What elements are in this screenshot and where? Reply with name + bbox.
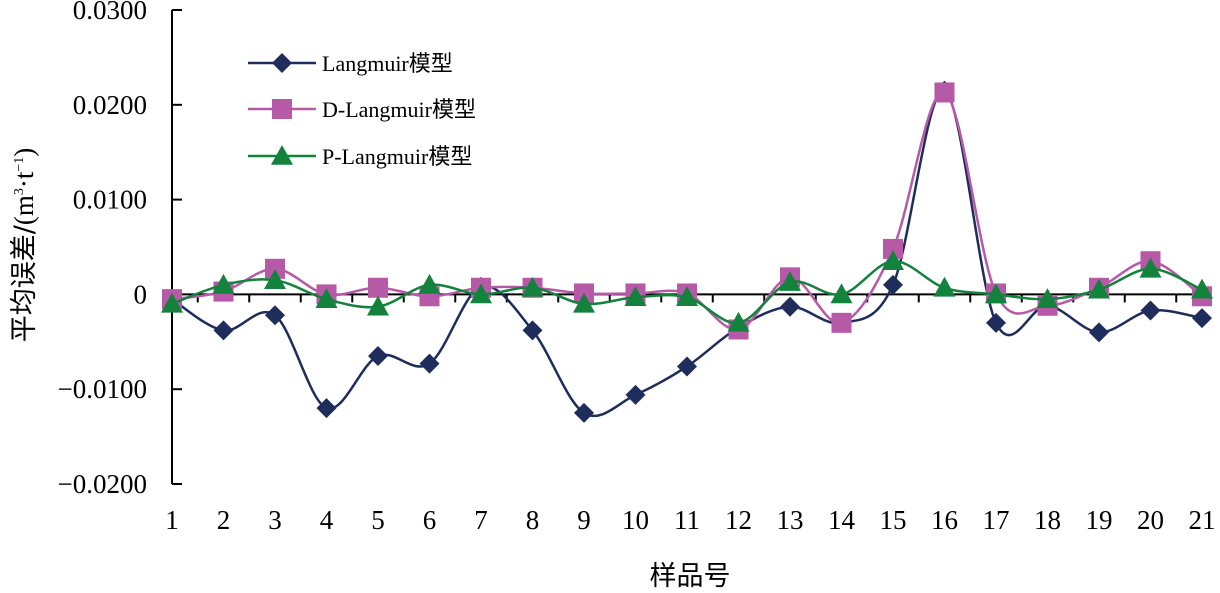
x-tick-label: 1 bbox=[165, 505, 179, 535]
x-tick-label: 20 bbox=[1137, 505, 1164, 535]
data-point bbox=[625, 384, 646, 405]
data-point bbox=[1139, 257, 1162, 278]
y-tick-label: −0.0100 bbox=[58, 374, 147, 404]
data-point bbox=[883, 238, 903, 259]
data-point bbox=[1036, 288, 1059, 308]
data-point bbox=[677, 356, 697, 377]
y-axis-unit-sup2: −1 bbox=[12, 157, 27, 172]
legend-item-3: P-Langmuir模型 bbox=[248, 144, 472, 169]
x-tick-label: 12 bbox=[725, 505, 752, 535]
data-point bbox=[265, 258, 285, 279]
legend-item-1: Langmuir模型 bbox=[248, 51, 453, 76]
svg-text:平均误差/(m3·t−1): 平均误差/(m3·t−1) bbox=[9, 148, 40, 343]
data-point bbox=[1088, 278, 1110, 299]
legend-label: P-Langmuir模型 bbox=[322, 144, 472, 169]
x-tick-label: 15 bbox=[880, 505, 907, 535]
data-point bbox=[574, 402, 594, 423]
data-point bbox=[522, 320, 543, 341]
data-point bbox=[265, 305, 285, 326]
y-axis-unit-open: (m bbox=[9, 195, 39, 225]
x-tick-label: 18 bbox=[1034, 505, 1061, 535]
data-point bbox=[985, 283, 1007, 304]
data-point bbox=[882, 250, 904, 271]
x-tick-label: 13 bbox=[777, 505, 804, 535]
data-point bbox=[368, 277, 388, 298]
data-point bbox=[779, 271, 801, 291]
data-point bbox=[418, 273, 441, 294]
x-tick-label: 5 bbox=[371, 505, 385, 535]
x-tick-label: 8 bbox=[526, 505, 540, 535]
y-tick-label: 0.0300 bbox=[73, 0, 147, 25]
series-layer bbox=[161, 80, 1213, 423]
legend-marker bbox=[271, 145, 293, 165]
legend-label: D-Langmuir模型 bbox=[322, 97, 476, 122]
data-point bbox=[316, 398, 337, 419]
data-point bbox=[933, 276, 956, 297]
legend-marker bbox=[272, 53, 292, 73]
x-tick-label: 9 bbox=[577, 505, 591, 535]
x-tick-label: 14 bbox=[828, 505, 856, 535]
data-point bbox=[986, 312, 1006, 333]
data-point bbox=[934, 82, 955, 103]
series-3 bbox=[161, 250, 1213, 332]
data-point bbox=[727, 311, 750, 332]
y-tick-label: 0.0200 bbox=[73, 90, 147, 120]
y-tick-label: −0.0200 bbox=[58, 469, 147, 499]
data-point bbox=[264, 269, 286, 289]
data-point bbox=[470, 283, 492, 304]
series-line bbox=[171, 89, 1203, 418]
data-point bbox=[1089, 322, 1109, 343]
data-point bbox=[1192, 308, 1212, 329]
data-point bbox=[830, 283, 853, 304]
legend-label: Langmuir模型 bbox=[322, 51, 453, 76]
x-tick-label: 2 bbox=[217, 505, 231, 535]
data-point bbox=[676, 286, 698, 307]
x-tick-label: 21 bbox=[1189, 505, 1216, 535]
x-tick-label: 7 bbox=[474, 505, 488, 535]
x-axis-title: 样品号 bbox=[650, 561, 731, 592]
legend-item-2: D-Langmuir模型 bbox=[248, 97, 476, 122]
x-tick-label: 3 bbox=[268, 505, 282, 535]
data-point bbox=[831, 312, 852, 333]
y-axis-unit-close: ) bbox=[9, 148, 39, 157]
y-axis-title-text: 平均误差/ bbox=[9, 224, 40, 342]
data-point bbox=[1191, 278, 1213, 299]
data-point bbox=[213, 320, 234, 341]
data-point bbox=[161, 292, 183, 313]
x-tick-label: 19 bbox=[1086, 505, 1113, 535]
y-tick-label: 0.0100 bbox=[73, 185, 147, 215]
x-tick-label: 6 bbox=[423, 505, 437, 535]
x-tick-label: 4 bbox=[320, 505, 334, 535]
data-point bbox=[368, 346, 388, 367]
y-axis-unit-sup1: 3 bbox=[12, 188, 27, 195]
y-axis-title: 平均误差/(m3·t−1) bbox=[9, 148, 40, 343]
legend-marker bbox=[272, 99, 292, 119]
data-point bbox=[624, 286, 647, 307]
data-point bbox=[573, 292, 595, 313]
data-point bbox=[367, 295, 389, 316]
y-tick-label: 0 bbox=[134, 279, 148, 309]
series-1 bbox=[162, 80, 1212, 423]
data-point bbox=[521, 276, 544, 297]
data-point bbox=[883, 274, 903, 295]
x-tick-label: 10 bbox=[622, 505, 649, 535]
data-point bbox=[1140, 300, 1161, 321]
x-tick-label: 17 bbox=[983, 505, 1010, 535]
x-tick-label: 11 bbox=[674, 505, 700, 535]
data-point bbox=[315, 288, 338, 308]
legend: Langmuir模型 D-Langmuir模型 P-Langmuir模型 bbox=[248, 51, 476, 169]
y-axis-unit-mid: ·t bbox=[9, 171, 39, 188]
data-point bbox=[419, 353, 440, 374]
data-point bbox=[780, 296, 800, 317]
data-point bbox=[212, 273, 235, 294]
x-tick-label: 16 bbox=[931, 505, 958, 535]
